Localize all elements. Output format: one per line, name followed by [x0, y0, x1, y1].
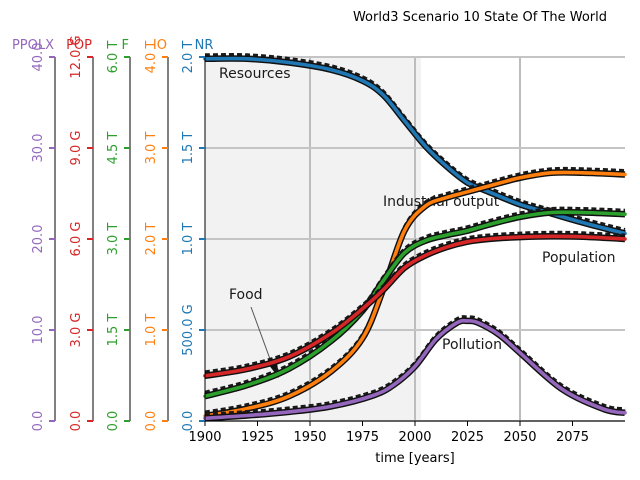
- x-tick-label: 2000: [398, 430, 431, 445]
- y-axis-name: PPOLX: [12, 38, 54, 53]
- y-tick-label: 2.0 T: [144, 223, 159, 256]
- y-tick-label: 4.0 T: [144, 41, 159, 74]
- series-line-pop: [203, 234, 627, 378]
- data-series: [203, 53, 627, 422]
- x-tick-label: 1975: [346, 430, 379, 445]
- y-tick-label: 40.0: [31, 43, 46, 72]
- x-tick-label: 2025: [451, 430, 484, 445]
- y-tick-label: 10.0: [31, 316, 46, 345]
- annotation-label: Resources: [219, 66, 291, 82]
- y-tick-label: 3.0 T: [106, 223, 121, 256]
- y-tick-label: 3.0 T: [144, 132, 159, 165]
- y-tick-label: 3.0 G: [69, 313, 84, 348]
- annotation-label: Pollution: [442, 337, 502, 353]
- series-line-ppolx: [203, 318, 627, 421]
- y-tick-label: 500.0 G: [181, 304, 196, 355]
- y-tick-label: 0.0: [106, 411, 121, 432]
- y-axis-name: NR: [195, 38, 214, 53]
- y-tick-label: 20.0: [31, 225, 46, 254]
- series-reference-io: [204, 166, 626, 414]
- y-tick-label: 12.0 G: [69, 35, 84, 78]
- y-tick-label: 0.0: [144, 411, 159, 432]
- series-line-io: [203, 170, 627, 418]
- chart-title: World3 Scenario 10 State Of The World: [353, 10, 607, 25]
- annotation-label: Food: [229, 287, 263, 303]
- series-reference-ppolx: [204, 315, 626, 416]
- x-axis: 1900 1925 1950 1975 2000 2025 2050 2075: [188, 420, 625, 445]
- annotation-label: Population: [542, 250, 616, 266]
- x-axis-label: time [years]: [375, 451, 454, 466]
- x-tick-label: 1950: [293, 430, 326, 445]
- y-tick-label: 2.0 T: [181, 41, 196, 74]
- y-axis-name: F: [122, 38, 129, 53]
- y-tick-label: 30.0: [31, 134, 46, 163]
- y-tick-label: 6.0 T: [106, 41, 121, 74]
- y-axis-name: POP: [66, 38, 92, 53]
- y-tick-label: 0.0: [181, 411, 196, 432]
- x-tick-label: 2075: [556, 430, 589, 445]
- y-tick-label: 0.0: [31, 411, 46, 432]
- y-tick-label: 6.0 G: [69, 222, 84, 257]
- y-tick-label: 1.5 T: [181, 132, 196, 165]
- y-tick-label: 1.5 T: [106, 314, 121, 347]
- x-tick-label: 1900: [188, 430, 221, 445]
- y-tick-label: 1.0 T: [181, 223, 196, 256]
- y-tick-label: 1.0 T: [144, 314, 159, 347]
- y-tick-label: 9.0 G: [69, 131, 84, 166]
- y-tick-label: 0.0: [69, 411, 84, 432]
- y-tick-label: 4.5 T: [106, 132, 121, 165]
- x-tick-label: 2050: [503, 430, 536, 445]
- series-line-f: [203, 210, 627, 398]
- series-reference-pop: [204, 230, 626, 374]
- y-axes: PPOLX 0.0 10.0 20.0 30.0 40.0 POP 0.0 3.0 G 6.0 G…: [12, 35, 213, 431]
- x-tick-label: 1925: [241, 430, 274, 445]
- y-axis-name: IO: [153, 38, 167, 53]
